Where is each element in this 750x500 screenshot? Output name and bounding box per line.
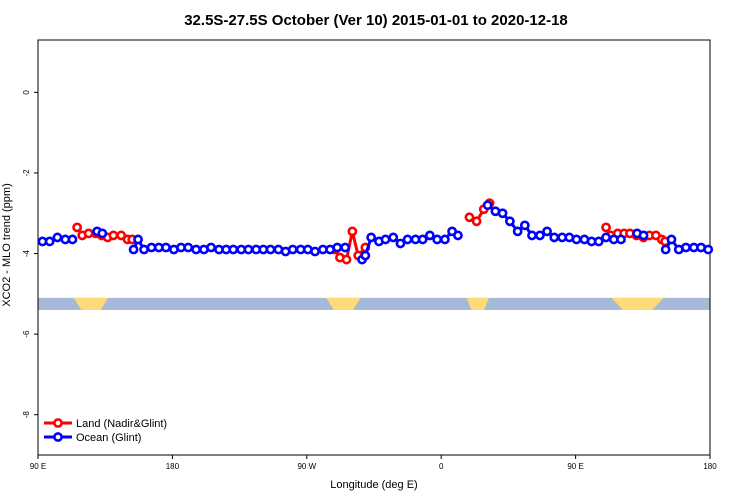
land-band	[466, 297, 489, 310]
x-tick-label: 180	[166, 462, 180, 471]
data-point	[108, 230, 119, 241]
data-point	[417, 234, 428, 245]
y-tick-label: -6	[22, 330, 31, 338]
land-mask-strip	[38, 297, 710, 310]
series-ocean	[37, 200, 714, 265]
data-point	[380, 234, 391, 245]
x-tick-label: 90 W	[297, 462, 316, 471]
data-point	[440, 234, 450, 245]
plot-area	[37, 39, 711, 456]
data-point	[228, 244, 239, 255]
data-point	[133, 234, 143, 245]
data-point	[571, 234, 582, 245]
land-band	[326, 297, 361, 310]
y-tick-label: -4	[22, 249, 31, 257]
data-point	[287, 244, 298, 255]
data-point	[703, 244, 714, 255]
data-point	[128, 244, 139, 255]
legend-swatch-marker	[53, 432, 63, 442]
x-tick-label: 180	[703, 462, 717, 471]
data-point	[519, 220, 530, 231]
legend-label: Ocean (Glint)	[76, 432, 141, 444]
data-point	[542, 226, 552, 237]
data-point	[116, 230, 127, 241]
data-point	[482, 200, 493, 211]
data-point	[402, 234, 413, 245]
data-point	[601, 222, 611, 233]
data-point	[360, 250, 371, 261]
data-point	[549, 232, 560, 243]
ocean-band	[38, 297, 710, 310]
data-point	[340, 242, 351, 253]
data-point	[601, 232, 611, 243]
y-tick-label: -2	[22, 169, 31, 177]
x-tick-label: 90 E	[567, 462, 583, 471]
data-point	[681, 242, 691, 253]
data-point	[616, 234, 626, 245]
data-point	[453, 230, 463, 241]
chart-title: 32.5S-27.5S October (Ver 10) 2015-01-01 …	[184, 12, 568, 29]
axes: 90 E 180 90 W 0 90 E 180 0 -2 -4 -6 -8	[22, 90, 717, 471]
data-point	[424, 230, 435, 241]
data-point	[67, 234, 78, 245]
y-tick-label: -8	[22, 411, 31, 419]
data-point	[660, 244, 671, 255]
data-point	[666, 234, 677, 245]
data-point	[366, 232, 377, 243]
data-point	[395, 238, 406, 249]
data-point	[464, 212, 475, 223]
y-tick-label: 0	[22, 90, 31, 95]
x-tick-label: 0	[439, 462, 444, 471]
land-band	[73, 297, 109, 310]
data-point	[310, 246, 320, 257]
data-point	[72, 222, 83, 233]
x-tick-label: 90 E	[30, 462, 46, 471]
data-point	[471, 216, 482, 227]
legend: Land (Nadir&Glint) Ocean (Glint)	[44, 418, 167, 444]
legend-swatch-marker	[53, 418, 63, 428]
data-point	[97, 228, 108, 239]
data-point	[497, 208, 508, 219]
data-point	[265, 244, 276, 255]
data-point	[191, 244, 202, 255]
data-point	[388, 232, 399, 243]
data-point	[341, 254, 352, 265]
data-point	[527, 230, 537, 241]
data-point	[535, 230, 545, 241]
land-band	[611, 297, 664, 310]
data-point	[512, 226, 523, 237]
data-point	[243, 244, 254, 255]
series-layer	[37, 198, 714, 265]
data-point	[161, 242, 171, 253]
data-point	[206, 242, 216, 253]
data-point	[638, 230, 649, 241]
data-point	[347, 226, 358, 237]
plot-frame	[37, 39, 711, 456]
data-point	[504, 216, 515, 227]
data-point	[183, 242, 194, 253]
series-land	[72, 198, 670, 265]
legend-label: Land (Nadir&Glint)	[76, 418, 167, 430]
y-axis-label: XCO2 - MLO trend (ppm)	[1, 183, 13, 306]
data-point	[432, 234, 443, 245]
data-point	[593, 236, 604, 247]
data-point	[44, 236, 55, 247]
data-point	[332, 242, 343, 253]
data-point	[52, 232, 63, 243]
x-axis-label: Longitude (deg E)	[330, 479, 417, 491]
data-point	[139, 244, 149, 255]
